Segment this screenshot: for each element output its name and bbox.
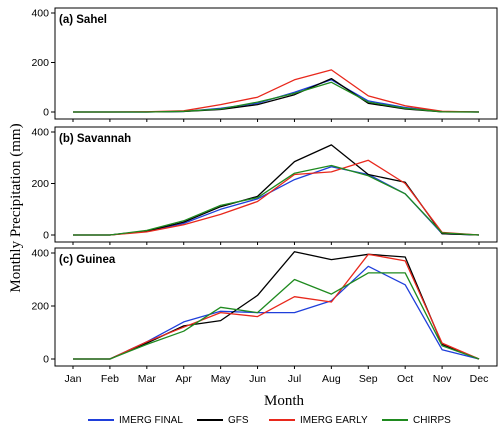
panel-1: 0 200 400 (a) Sahel bbox=[31, 7, 498, 122]
panel-3: 0 200 400 (c) Guinea bbox=[31, 247, 498, 369]
y-tick-label: 200 bbox=[31, 301, 49, 313]
panel-frame bbox=[54, 247, 498, 367]
series-line-imerg-early bbox=[73, 69, 480, 113]
series-line-imerg-early bbox=[73, 253, 480, 360]
y-tick-label: 0 bbox=[43, 107, 49, 119]
series-line-chirps bbox=[73, 164, 480, 236]
x-tick-label: Oct bbox=[397, 373, 413, 385]
y-tick-label: 200 bbox=[31, 178, 49, 190]
x-tick-label: Apr bbox=[176, 373, 193, 385]
y-tick-label: 400 bbox=[31, 8, 49, 20]
x-axis-label: Month bbox=[264, 393, 305, 409]
x-tick-label: Dec bbox=[470, 373, 489, 385]
x-tick-label: Feb bbox=[101, 373, 119, 385]
x-tick-label: Nov bbox=[433, 373, 452, 385]
y-tick-label: 0 bbox=[43, 230, 49, 242]
y-tick-label: 0 bbox=[43, 354, 49, 366]
panel-title: (c) Guinea bbox=[59, 254, 116, 266]
series-line-chirps bbox=[73, 81, 480, 113]
legend-label: IMERG FINAL bbox=[119, 415, 183, 426]
panel-title: (a) Sahel bbox=[59, 14, 107, 26]
panel-frame bbox=[54, 126, 498, 243]
x-tick-label: Jul bbox=[288, 373, 301, 385]
x-tick-label: May bbox=[211, 373, 232, 385]
series-line-gfs bbox=[73, 77, 480, 113]
series-line-chirps bbox=[73, 272, 480, 360]
y-tick-label: 400 bbox=[31, 127, 49, 139]
x-tick-label: Sep bbox=[359, 373, 378, 385]
legend-label: IMERG EARLY bbox=[300, 415, 368, 426]
series-line-imerg-early bbox=[73, 159, 480, 236]
panel-frame bbox=[54, 7, 498, 120]
legend: IMERG FINAL GFS IMERG EARLY CHIRPS bbox=[88, 415, 451, 426]
x-tick-label: Aug bbox=[322, 373, 341, 385]
x-axis: Jan Feb Mar Apr May Jun Jul Aug Sep Oct Nov Dec bbox=[65, 373, 489, 385]
y-tick-label: 200 bbox=[31, 57, 49, 69]
chart-panels: 0 200 400 (a) Sahel 0 200 400 (b) Savannah 0 200 4… bbox=[31, 7, 498, 369]
y-axis-label: Monthly Precipitation (mm) bbox=[8, 123, 24, 292]
legend-label: GFS bbox=[228, 415, 249, 426]
panel-2: 0 200 400 (b) Savannah bbox=[31, 126, 498, 245]
x-tick-label: Mar bbox=[138, 373, 157, 385]
legend-label: CHIRPS bbox=[413, 415, 451, 426]
series-line-imerg-final bbox=[73, 265, 480, 360]
panel-title: (b) Savannah bbox=[59, 133, 131, 145]
y-tick-label: 400 bbox=[31, 248, 49, 260]
x-tick-label: Jun bbox=[249, 373, 266, 385]
series-line-gfs bbox=[73, 251, 480, 360]
x-tick-label: Jan bbox=[65, 373, 82, 385]
